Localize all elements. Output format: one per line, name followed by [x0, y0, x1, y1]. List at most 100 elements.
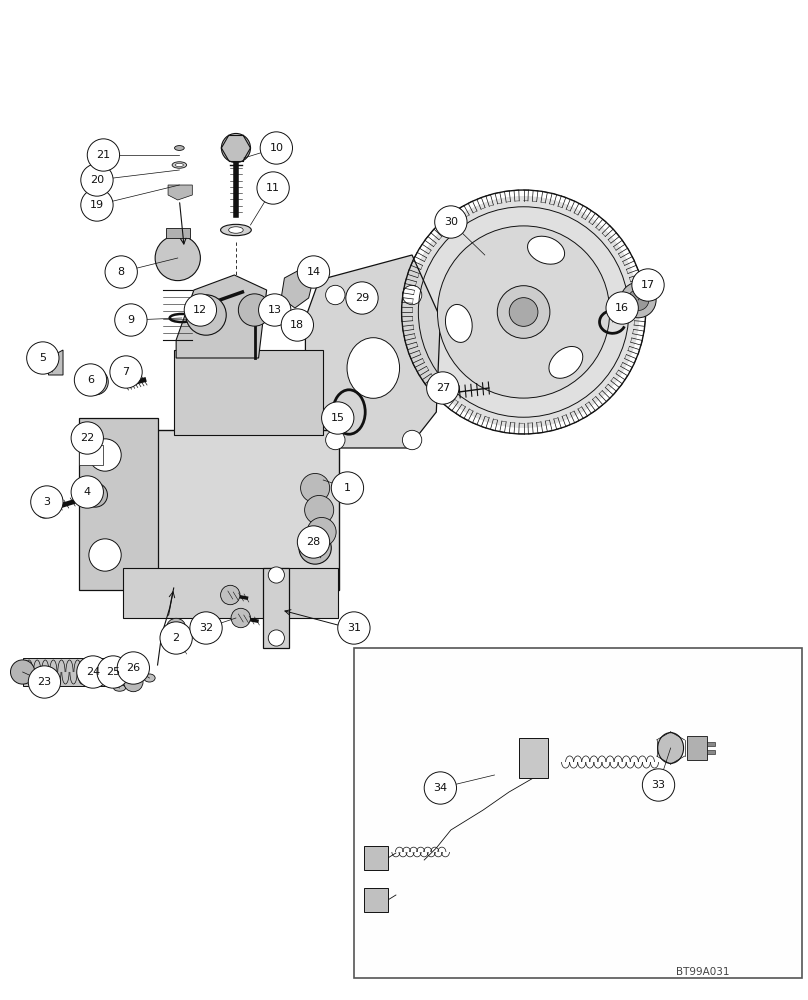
Circle shape [427, 372, 459, 404]
Bar [79, 445, 103, 465]
Text: 33: 33 [651, 780, 666, 790]
Text: 16: 16 [615, 303, 629, 313]
Text: 12: 12 [193, 305, 208, 315]
Ellipse shape [175, 146, 184, 150]
Circle shape [299, 532, 331, 564]
Text: 17: 17 [641, 280, 655, 290]
Text: 32: 32 [199, 623, 213, 633]
Bar [364, 846, 388, 870]
Ellipse shape [172, 162, 187, 168]
Bar [166, 228, 190, 238]
Circle shape [166, 618, 186, 638]
Circle shape [437, 226, 610, 398]
Bar [364, 888, 388, 912]
Circle shape [155, 235, 200, 281]
Ellipse shape [528, 236, 565, 264]
Polygon shape [174, 350, 323, 435]
Circle shape [497, 286, 550, 338]
Circle shape [331, 472, 364, 504]
Text: BT99A031: BT99A031 [676, 967, 730, 977]
Circle shape [221, 585, 240, 605]
Circle shape [346, 282, 378, 314]
Ellipse shape [347, 338, 399, 398]
Text: 31: 31 [347, 623, 361, 633]
Text: 22: 22 [80, 433, 95, 443]
Circle shape [81, 189, 113, 221]
Polygon shape [176, 275, 267, 358]
Text: 8: 8 [118, 267, 124, 277]
Circle shape [81, 164, 113, 196]
Circle shape [642, 769, 675, 801]
Circle shape [632, 269, 664, 301]
Circle shape [89, 539, 121, 571]
Text: 1: 1 [344, 483, 351, 493]
Circle shape [326, 430, 345, 450]
Circle shape [190, 612, 222, 644]
Circle shape [124, 672, 143, 692]
Polygon shape [263, 568, 289, 648]
Ellipse shape [549, 346, 583, 378]
Circle shape [97, 656, 129, 688]
Text: 9: 9 [128, 315, 134, 325]
Ellipse shape [284, 328, 298, 336]
Text: 25: 25 [106, 667, 120, 677]
Circle shape [326, 285, 345, 305]
Ellipse shape [175, 163, 183, 167]
Text: 13: 13 [267, 305, 282, 315]
Text: 14: 14 [306, 267, 321, 277]
Circle shape [338, 612, 370, 644]
Circle shape [509, 298, 538, 326]
Text: 3: 3 [44, 497, 50, 507]
Circle shape [115, 304, 147, 336]
Circle shape [231, 608, 250, 628]
Circle shape [238, 294, 271, 326]
Text: 19: 19 [90, 200, 104, 210]
Text: 18: 18 [290, 320, 305, 330]
Text: 4: 4 [84, 487, 90, 497]
Circle shape [407, 196, 640, 428]
Circle shape [402, 285, 422, 305]
Text: 7: 7 [123, 367, 129, 377]
Ellipse shape [658, 733, 684, 763]
Text: 20: 20 [90, 175, 104, 185]
Circle shape [281, 309, 314, 341]
Circle shape [36, 502, 53, 518]
Circle shape [402, 430, 422, 450]
Circle shape [74, 364, 107, 396]
Circle shape [606, 292, 638, 324]
Circle shape [628, 289, 649, 311]
Circle shape [11, 660, 35, 684]
Circle shape [257, 172, 289, 204]
Circle shape [77, 656, 109, 688]
Ellipse shape [229, 227, 243, 233]
Circle shape [89, 439, 121, 471]
Text: 34: 34 [433, 783, 448, 793]
Bar [707, 742, 715, 746]
Text: 21: 21 [96, 150, 111, 160]
Bar [707, 750, 715, 754]
Polygon shape [79, 418, 158, 590]
Bar [23, 658, 133, 686]
Circle shape [221, 133, 250, 163]
Ellipse shape [445, 304, 472, 342]
Circle shape [110, 356, 142, 388]
Text: 27: 27 [436, 383, 450, 393]
Text: 26: 26 [126, 663, 141, 673]
Circle shape [260, 132, 292, 164]
Polygon shape [305, 255, 440, 448]
Polygon shape [168, 185, 192, 200]
Circle shape [27, 342, 59, 374]
Circle shape [305, 495, 334, 525]
Circle shape [83, 483, 107, 507]
Circle shape [28, 666, 61, 698]
Polygon shape [149, 430, 339, 590]
Bar [519, 738, 548, 778]
Ellipse shape [221, 224, 251, 236]
Bar [687, 736, 707, 760]
Circle shape [105, 256, 137, 288]
Circle shape [184, 294, 217, 326]
Circle shape [160, 622, 192, 654]
Circle shape [297, 256, 330, 288]
Text: 6: 6 [87, 375, 94, 385]
Polygon shape [281, 268, 314, 308]
